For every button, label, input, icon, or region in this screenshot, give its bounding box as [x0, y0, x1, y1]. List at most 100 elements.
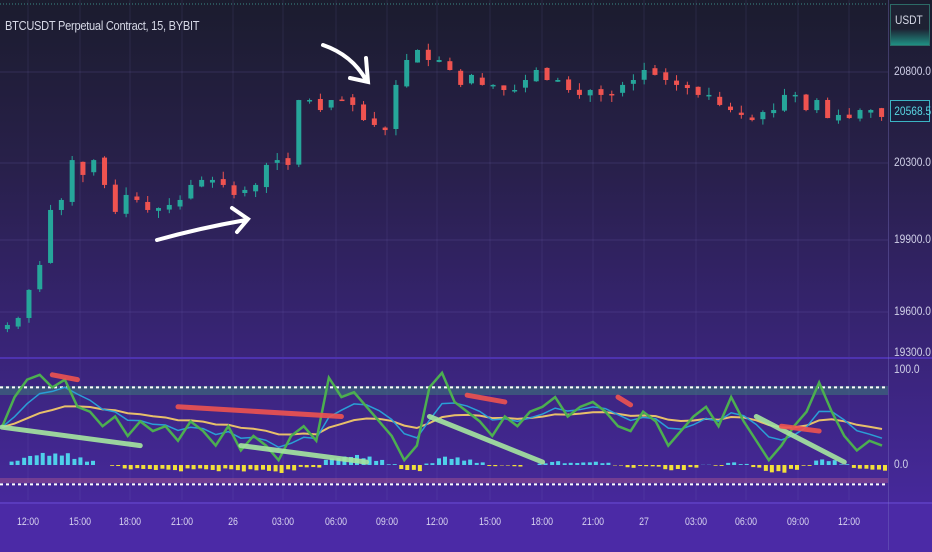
- histogram-bar: [267, 465, 271, 471]
- histogram-bar: [726, 463, 730, 465]
- histogram-bar: [789, 465, 793, 469]
- histogram-bar: [512, 465, 516, 466]
- currency-label[interactable]: USDT: [890, 4, 930, 46]
- time-label: 12:00: [838, 516, 860, 528]
- histogram-bar: [286, 465, 290, 469]
- annotations: [0, 0, 888, 357]
- histogram-bar: [814, 461, 818, 465]
- histogram-bar: [632, 465, 636, 468]
- current-price-text: 20568.5: [894, 101, 931, 121]
- histogram-bar: [399, 465, 403, 469]
- histogram-bar: [870, 465, 874, 470]
- histogram-bar: [626, 465, 630, 467]
- histogram-bar: [179, 465, 183, 471]
- histogram-bar: [443, 457, 447, 465]
- price-label: 19300.0: [894, 345, 931, 359]
- histogram-bar: [254, 465, 258, 470]
- histogram-bar: [808, 465, 812, 466]
- histogram-bar: [827, 461, 831, 465]
- histogram-bar: [186, 465, 190, 468]
- time-label: 03:00: [685, 516, 707, 528]
- histogram-bar: [173, 465, 177, 470]
- oversold-zone: [0, 478, 888, 483]
- histogram-bar: [217, 465, 221, 471]
- divergence-line: [178, 407, 341, 417]
- histogram-bar: [663, 465, 667, 469]
- histogram-bar: [53, 454, 57, 465]
- histogram-bar: [450, 459, 454, 465]
- histogram-bar: [456, 457, 460, 465]
- histogram-bar: [292, 465, 296, 470]
- histogram-bar: [550, 462, 554, 465]
- histogram-bar: [28, 456, 32, 465]
- histogram-bar: [644, 465, 648, 466]
- histogram-bar: [518, 465, 522, 467]
- time-label: 15:00: [69, 516, 91, 528]
- histogram-bar: [274, 465, 278, 471]
- histogram-bar: [35, 455, 39, 465]
- histogram-bar: [41, 453, 45, 465]
- histogram-bar: [198, 465, 202, 468]
- arrow-up-right-icon: [157, 208, 248, 240]
- histogram-bar: [839, 464, 843, 465]
- histogram-bar: [676, 465, 680, 469]
- histogram-bar: [751, 465, 755, 467]
- histogram-bar: [72, 459, 76, 465]
- time-label: 21:00: [171, 516, 193, 528]
- time-label: 06:00: [325, 516, 347, 528]
- histogram-bar: [211, 465, 215, 470]
- histogram-bar: [311, 465, 315, 467]
- histogram-bar: [858, 465, 862, 469]
- divergence-line: [429, 417, 542, 463]
- histogram-bar: [16, 461, 20, 465]
- histogram-bar: [638, 465, 642, 466]
- histogram-bar: [280, 465, 284, 473]
- histogram-bar: [575, 463, 579, 465]
- divergence-line: [756, 417, 844, 463]
- histogram-bar: [424, 464, 428, 465]
- histogram-bar: [160, 465, 164, 469]
- histogram-bar: [852, 465, 856, 468]
- histogram-bar: [317, 465, 321, 468]
- arrow-down-right-icon: [323, 45, 368, 82]
- time-label: 06:00: [735, 516, 757, 528]
- histogram-bar: [10, 462, 14, 465]
- histogram-bar: [135, 465, 139, 468]
- histogram-bar: [123, 465, 127, 468]
- divergence-line: [618, 397, 631, 405]
- histogram-bar: [154, 465, 158, 470]
- histogram-bar: [845, 464, 849, 465]
- histogram-bar: [563, 463, 567, 465]
- oscillator-label-0: 0.0: [894, 457, 908, 471]
- histogram-bar: [223, 465, 227, 468]
- histogram-bar: [481, 462, 485, 465]
- histogram-bar: [47, 456, 51, 465]
- histogram-bar: [91, 461, 95, 465]
- histogram-bar: [462, 461, 466, 465]
- histogram-bar: [148, 465, 152, 469]
- time-label: 09:00: [787, 516, 809, 528]
- time-label: 18:00: [119, 516, 141, 528]
- histogram-bar: [688, 465, 692, 467]
- current-price-label: 20568.5: [890, 100, 930, 122]
- histogram-bar: [192, 465, 196, 469]
- histogram-bar: [22, 458, 26, 465]
- histogram-bar: [776, 465, 780, 471]
- histogram-bar: [487, 465, 491, 466]
- histogram-bar: [782, 465, 786, 473]
- divergence-line: [241, 446, 367, 462]
- time-label: 27: [639, 516, 649, 528]
- symbol-title[interactable]: BTCUSDT Perpetual Contract, 15, BYBIT: [5, 18, 199, 33]
- histogram-bar: [588, 462, 592, 465]
- time-label: 15:00: [479, 516, 501, 528]
- histogram-bar: [877, 465, 881, 470]
- histogram-bar: [305, 465, 309, 467]
- histogram-bar: [393, 464, 397, 465]
- histogram-bar: [757, 465, 761, 468]
- histogram-bar: [581, 462, 585, 465]
- histogram-bar: [556, 461, 560, 465]
- histogram-bar: [405, 465, 409, 470]
- divergence-line: [467, 395, 505, 402]
- histogram-bar: [418, 465, 422, 471]
